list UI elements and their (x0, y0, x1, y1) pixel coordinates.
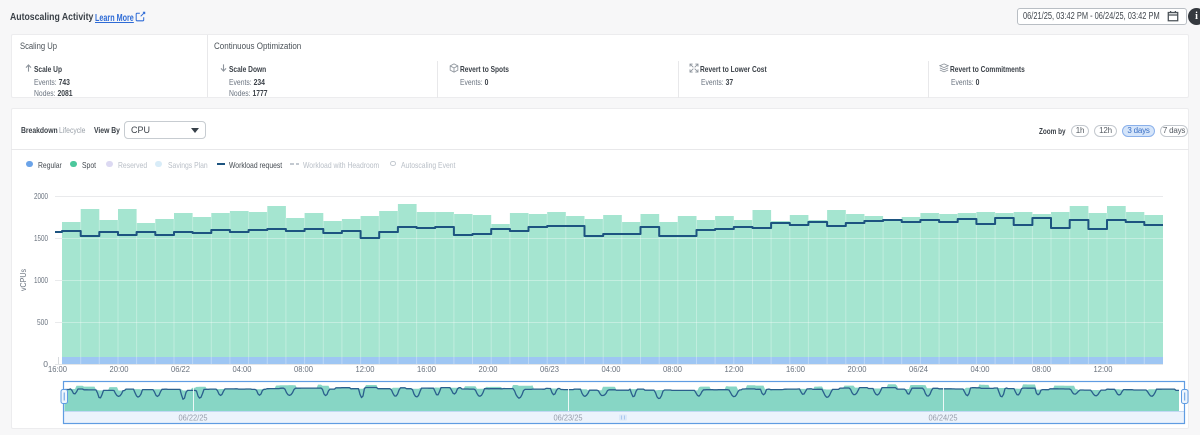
svg-text:12:00: 12:00 (725, 364, 744, 374)
svg-text:12:00: 12:00 (1094, 364, 1113, 374)
svg-text:16:00: 16:00 (786, 364, 805, 374)
svg-text:16:00: 16:00 (48, 364, 67, 374)
svg-text:06/24: 06/24 (909, 364, 928, 374)
svg-text:20:00: 20:00 (479, 364, 498, 374)
svg-text:06/23: 06/23 (540, 364, 559, 374)
svg-text:20:00: 20:00 (848, 364, 867, 374)
svg-text:vCPUs: vCPUs (18, 269, 28, 291)
svg-text:08:00: 08:00 (1032, 364, 1051, 374)
svg-text:08:00: 08:00 (294, 364, 313, 374)
svg-text:06/23/25: 06/23/25 (554, 414, 584, 423)
svg-text:06/22: 06/22 (171, 364, 190, 374)
svg-text:06/22/25: 06/22/25 (179, 414, 209, 423)
svg-text:1000: 1000 (34, 275, 48, 285)
svg-text:12:00: 12:00 (356, 364, 375, 374)
svg-text:04:00: 04:00 (971, 364, 990, 374)
svg-text:1500: 1500 (34, 233, 48, 243)
svg-text:16:00: 16:00 (417, 364, 436, 374)
svg-text:04:00: 04:00 (233, 364, 252, 374)
svg-text:0: 0 (43, 359, 48, 369)
svg-text:08:00: 08:00 (663, 364, 682, 374)
svg-text:500: 500 (37, 317, 48, 327)
svg-text:2000: 2000 (34, 191, 48, 201)
svg-text:06/24/25: 06/24/25 (929, 414, 959, 423)
svg-text:04:00: 04:00 (602, 364, 621, 374)
svg-text:20:00: 20:00 (110, 364, 129, 374)
